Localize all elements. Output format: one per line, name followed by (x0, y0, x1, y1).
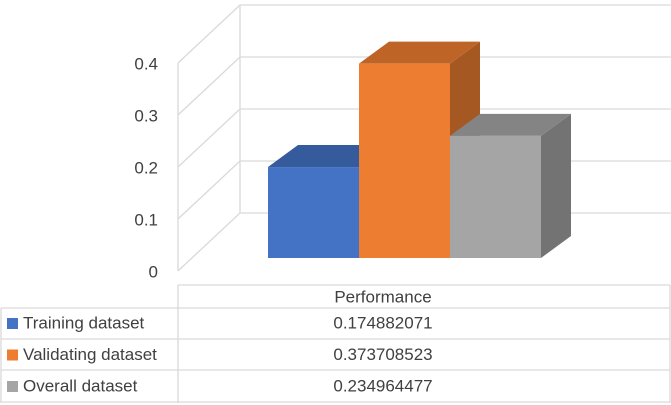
bar-top (450, 113, 571, 136)
table-value: 0.174882071 (333, 313, 432, 332)
y-tick-label: 0.2 (134, 158, 158, 177)
legend-key (7, 349, 18, 361)
bar-top (268, 145, 389, 168)
legend-key (7, 381, 18, 392)
y-tick-label: 0.3 (134, 106, 158, 125)
y-tick-label: 0.1 (134, 210, 158, 229)
bar-side (541, 113, 571, 258)
bar (450, 135, 541, 258)
legend-label: Validating dataset (23, 345, 157, 364)
legend-label: Overall dataset (23, 376, 138, 395)
table-value: 0.373708523 (333, 345, 432, 364)
legend-label: Training dataset (23, 313, 145, 332)
table-value: 0.234964477 (333, 376, 432, 395)
bar (359, 63, 450, 258)
table-frame (0, 284, 671, 403)
bar (268, 167, 359, 258)
y-tick-label: 0 (149, 262, 158, 281)
bar-top (359, 41, 480, 64)
legend-key (7, 318, 18, 329)
table-header: Performance (334, 287, 431, 306)
y-tick-label: 0.4 (134, 54, 158, 73)
